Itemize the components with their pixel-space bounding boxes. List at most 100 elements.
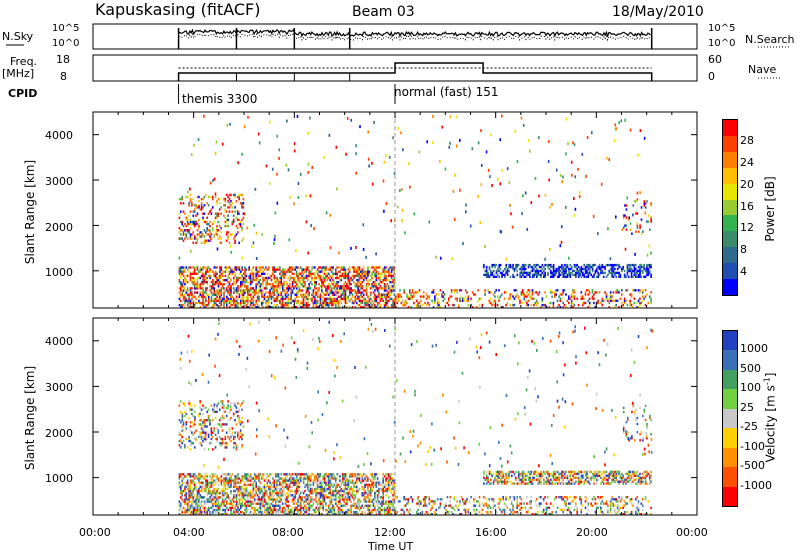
power-cell: [460, 289, 463, 292]
power-cell: [277, 285, 280, 288]
velocity-cell: [220, 483, 223, 486]
velocity-cell: [388, 513, 390, 516]
power-cell: [213, 303, 216, 307]
power-cell: [639, 301, 641, 305]
velocity-cell: [386, 483, 389, 486]
power-cell: [219, 301, 221, 305]
power-cell: [354, 306, 357, 309]
power-cell: [522, 194, 524, 198]
velocity-cell: [248, 494, 250, 497]
power-cell: [251, 301, 253, 305]
power-cell: [576, 263, 578, 267]
power-cell: [615, 275, 618, 278]
velocity-cell: [341, 510, 344, 514]
power-cell: [209, 224, 211, 228]
power-cell: [417, 291, 419, 294]
velocity-cell: [252, 489, 255, 493]
power-cell: [196, 285, 199, 288]
power-cell: [563, 269, 566, 273]
velocity-cell: [247, 498, 249, 501]
power-cell: [181, 283, 183, 286]
power-cell: [460, 295, 463, 298]
power-cell: [494, 295, 496, 298]
power-cell: [357, 295, 359, 298]
velocity-cell: [241, 504, 243, 507]
velocity-cell: [263, 492, 266, 495]
power-cell: [205, 291, 207, 294]
power-cell: [562, 289, 564, 292]
power-cell: [648, 295, 651, 298]
power-cell: [302, 301, 305, 305]
velocity-cell: [321, 483, 323, 486]
velocity-cell: [193, 494, 196, 497]
velocity-cell: [220, 489, 223, 493]
power-cell: [361, 301, 364, 305]
velocity-cell: [287, 485, 290, 489]
power-cell: [357, 268, 359, 271]
velocity-cell: [386, 481, 389, 484]
power-cell: [589, 267, 591, 271]
velocity-cell: [180, 485, 182, 489]
velocity-cell: [308, 506, 310, 510]
velocity-cell: [351, 494, 354, 497]
power-cell: [343, 272, 345, 275]
power-cell: [357, 274, 359, 278]
velocity-cell: [358, 477, 361, 480]
power-cell: [551, 295, 553, 298]
velocity-cell: [248, 479, 250, 482]
power-cell: [354, 266, 357, 269]
velocity-cell: [206, 485, 209, 489]
velocity-cell: [371, 500, 373, 503]
velocity-cell: [284, 477, 287, 480]
power-cell: [361, 272, 364, 275]
velocity-cell: [209, 496, 211, 499]
power-cell: [562, 271, 565, 275]
power-cell: [267, 276, 270, 280]
velocity-cell: [266, 485, 269, 489]
velocity-cell: [280, 498, 283, 501]
velocity-cell: [185, 498, 188, 501]
power-cell: [235, 303, 238, 307]
power-cell: [186, 281, 189, 284]
power-cell: [270, 293, 273, 296]
power-cell: [490, 273, 492, 277]
power-cell: [234, 235, 236, 238]
velocity-cell: [388, 481, 390, 484]
velocity-cell: [186, 479, 189, 482]
power-cell: [307, 289, 309, 292]
power-cell: [362, 278, 365, 282]
power-cell: [235, 233, 238, 236]
power-cell: [199, 291, 202, 294]
power-cell: [608, 306, 611, 309]
power-cell: [612, 265, 615, 269]
velocity-cell: [287, 513, 290, 516]
velocity-cell: [249, 504, 252, 507]
power-cell: [362, 289, 365, 292]
power-cell: [191, 281, 193, 284]
velocity-cell: [249, 510, 252, 514]
power-cell: [526, 273, 528, 277]
power-cell: [372, 306, 375, 309]
power-cell: [288, 283, 291, 286]
power-cell: [251, 281, 253, 284]
power-cell: [286, 301, 288, 305]
power-cell: [618, 271, 620, 275]
power-cell: [304, 276, 306, 280]
power-cell: [471, 291, 474, 294]
velocity-cell: [280, 500, 283, 503]
power-cell: [295, 295, 298, 298]
power-cell: [637, 265, 640, 269]
velocity-cell: [295, 508, 298, 512]
power-cell: [494, 263, 496, 267]
velocity-cell: [367, 504, 369, 507]
power-cell: [442, 291, 444, 294]
power-cell: [632, 306, 634, 309]
power-cell: [228, 241, 231, 244]
power-cell: [224, 208, 227, 211]
power-cell: [616, 299, 619, 302]
power-cell: [621, 267, 623, 271]
power-cell: [579, 269, 581, 273]
velocity-cell: [247, 494, 249, 497]
velocity-cell: [210, 502, 213, 505]
